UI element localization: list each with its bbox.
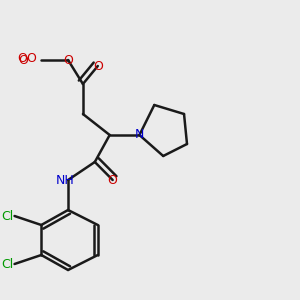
Text: O: O: [17, 52, 27, 65]
Text: O: O: [63, 53, 73, 67]
Text: NH: NH: [56, 173, 74, 187]
Text: O: O: [26, 52, 36, 65]
Text: O: O: [108, 173, 118, 187]
Text: Cl: Cl: [1, 209, 13, 223]
Text: O: O: [18, 53, 28, 67]
Text: N: N: [135, 128, 144, 142]
Text: Cl: Cl: [1, 257, 13, 271]
Text: O: O: [93, 59, 103, 73]
